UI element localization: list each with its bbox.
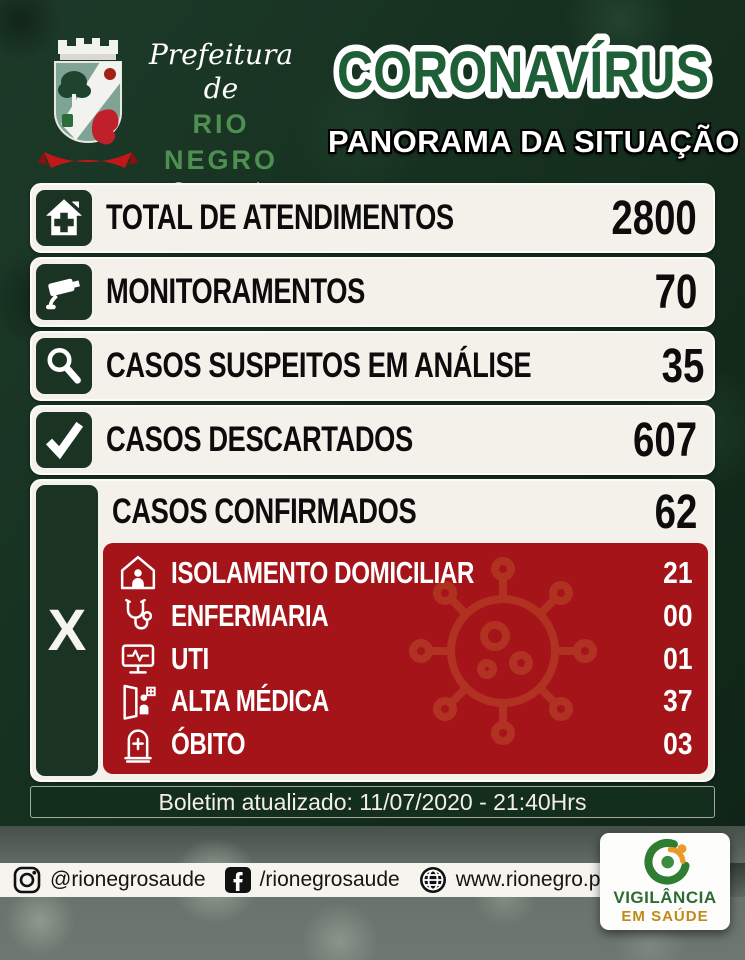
stat-label: CASOS DESCARTADOS xyxy=(106,420,413,459)
heart-monitor-icon xyxy=(115,638,161,680)
breakdown-label: ISOLAMENTO DOMICILIAR xyxy=(171,555,475,590)
breakdown-label: ÓBITO xyxy=(171,726,246,761)
confirmed-breakdown-panel: ISOLAMENTO DOMICILIAR 21 xyxy=(103,543,708,774)
badge-line1: VIGILÂNCIA xyxy=(613,887,717,907)
stat-row-atendimentos: TOTAL DE ATENDIMENTOS 2800 xyxy=(30,183,715,253)
instagram-handle-text: @rionegrosaude xyxy=(50,868,206,891)
tombstone-icon xyxy=(115,723,161,765)
facebook-icon xyxy=(224,867,251,893)
virus-watermark-icon xyxy=(409,557,597,745)
surveillance-camera-icon xyxy=(36,264,92,320)
facebook-handle: /rionegrosaude xyxy=(224,866,400,894)
breakdown-row-obito: ÓBITO 03 xyxy=(115,723,692,765)
confirmed-cases-block: X CASOS CONFIRMADOS 62 xyxy=(30,479,715,782)
breakdown-value: 00 xyxy=(662,597,692,633)
statistics-panel: TOTAL DE ATENDIMENTOS 2800 MONITORAMENTO… xyxy=(30,183,715,782)
breakdown-value: 03 xyxy=(662,726,692,761)
vigilancia-logo-icon xyxy=(644,838,690,884)
stat-value: 35 xyxy=(661,339,705,393)
confirmed-value: 62 xyxy=(654,485,697,539)
breakdown-row-uti: UTI 01 xyxy=(115,638,692,680)
confirmed-label: CASOS CONFIRMADOS xyxy=(112,492,417,531)
stat-row-descartados: CASOS DESCARTADOS 607 xyxy=(30,405,715,475)
stat-row-monitoramentos: MONITORAMENTOS 70 xyxy=(30,257,715,327)
stat-value: 2800 xyxy=(611,191,697,245)
home-isolation-icon xyxy=(115,552,161,594)
stat-row-suspeitos: CASOS SUSPEITOS EM ANÁLISE 35 xyxy=(30,331,715,401)
x-marker: X xyxy=(47,598,87,663)
breakdown-value: 37 xyxy=(662,683,692,719)
rio-negro-coat-of-arms xyxy=(38,38,138,168)
breakdown-row-enfermaria: ENFERMARIA 00 xyxy=(115,595,692,637)
confirmed-header-row: CASOS CONFIRMADOS 62 xyxy=(102,481,713,543)
facebook-handle-text: /rionegrosaude xyxy=(259,868,400,891)
bulletin-updated-bar: Boletim atualizado: 11/07/2020 - 21:40Hr… xyxy=(30,786,715,818)
globe-icon xyxy=(419,867,446,893)
strip-end-shadow xyxy=(727,863,745,897)
poster-subtitle: PANORAMA DA SITUAÇÃO xyxy=(328,124,740,159)
stat-value: 607 xyxy=(632,413,697,467)
org-name: RIO NEGRO xyxy=(163,109,278,175)
breakdown-row-alta-medica: ALTA MÉDICA 37 xyxy=(115,680,692,722)
instagram-handle: @rionegrosaude xyxy=(12,865,206,895)
stat-label: CASOS SUSPEITOS EM ANÁLISE xyxy=(106,346,532,385)
breakdown-label: ALTA MÉDICA xyxy=(171,683,329,719)
magnifier-icon xyxy=(36,338,92,394)
stat-label: TOTAL DE ATENDIMENTOS xyxy=(106,198,454,237)
breakdown-value: 01 xyxy=(662,640,692,676)
breakdown-label: UTI xyxy=(171,640,209,676)
discharge-door-icon xyxy=(115,680,161,722)
breakdown-row-isolamento: ISOLAMENTO DOMICILIAR 21 xyxy=(115,552,692,594)
stat-value: 70 xyxy=(654,265,697,319)
stethoscope-icon xyxy=(115,595,161,637)
org-line1: Prefeitura de xyxy=(148,38,294,105)
vigilancia-em-saude-badge: VIGILÂNCIA EM SAÚDE xyxy=(600,833,730,930)
hospital-house-icon xyxy=(36,190,92,246)
instagram-icon xyxy=(13,866,41,894)
badge-line2: EM SAÚDE xyxy=(621,907,709,925)
x-marker-bar: X xyxy=(36,485,98,776)
breakdown-value: 21 xyxy=(662,555,692,590)
page-title: CORONAVÍRUS xyxy=(337,40,709,105)
breakdown-label: ENFERMARIA xyxy=(171,597,329,633)
stat-label: MONITORAMENTOS xyxy=(106,272,365,311)
poster-title: CORONAVÍRUS xyxy=(331,34,716,112)
checkmark-icon xyxy=(36,412,92,468)
